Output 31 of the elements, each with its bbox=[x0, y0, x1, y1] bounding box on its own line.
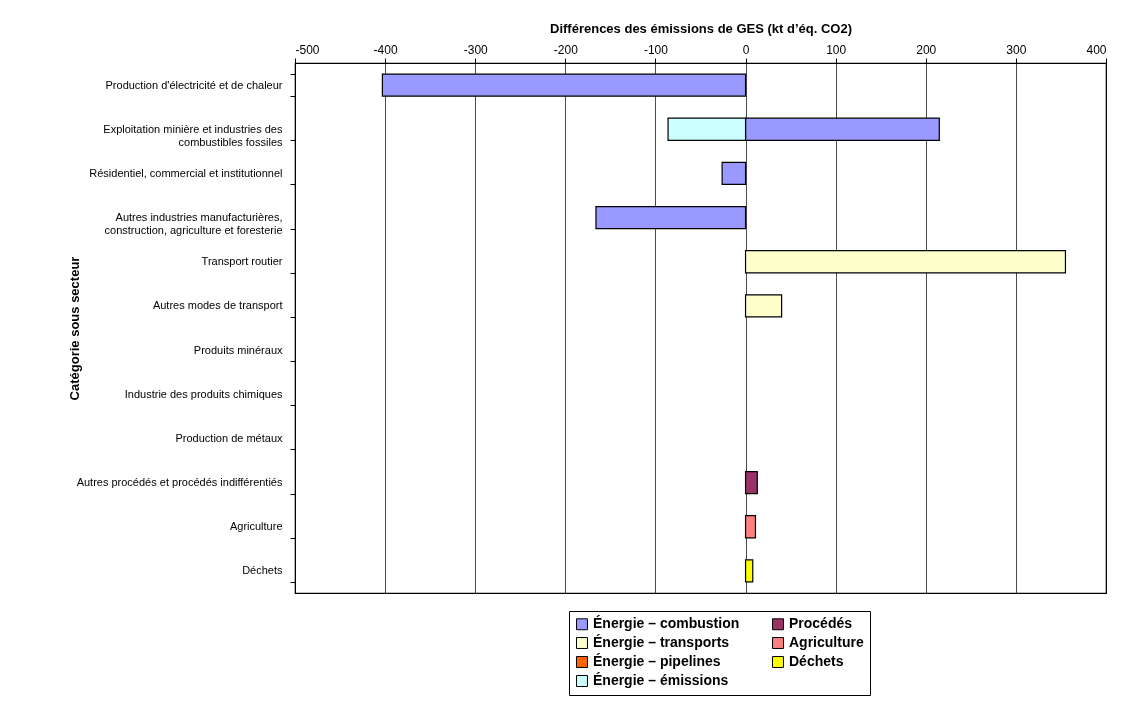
x-tick-label: 0 bbox=[742, 42, 750, 57]
x-tick-label: 400 bbox=[1086, 42, 1107, 57]
legend-label: Déchets bbox=[789, 653, 844, 669]
legend-label: Énergie – pipelines bbox=[593, 653, 721, 669]
y-tick-label: Transport routier bbox=[201, 255, 283, 268]
legend-label: Procédés bbox=[789, 615, 853, 632]
y-tick-label: Production d'électricité et de chaleur bbox=[105, 78, 283, 91]
x-tick-label: -500 bbox=[295, 42, 320, 57]
x-axis-title: Différences des émissions de GES (kt d’éq. CO2) bbox=[550, 20, 852, 36]
x-tick-label: -200 bbox=[553, 42, 579, 57]
y-tick-label: Industrie des produits chimiques bbox=[124, 387, 283, 400]
x-tick-label: -400 bbox=[373, 42, 398, 57]
y-tick-label: Déchets bbox=[242, 564, 283, 577]
y-tick-label: Agriculture bbox=[229, 520, 283, 533]
y-tick-label: Production de métaux bbox=[175, 431, 283, 444]
legend-label: Énergie – transports bbox=[593, 634, 730, 650]
x-tick-label: -300 bbox=[463, 42, 489, 57]
y-tick-label: Autres modes de transport bbox=[152, 299, 283, 312]
y-tick-label: Résidentiel, commercial et institutionnel bbox=[89, 166, 283, 179]
y-tick-label: Autres industries manufacturières, construction, agriculture et foresterie bbox=[104, 211, 283, 237]
x-tick-label: 300 bbox=[1006, 42, 1027, 57]
x-tick-label: 200 bbox=[916, 42, 937, 57]
y-tick-label: Autres procédés et procédés indifférentiés bbox=[76, 476, 283, 489]
x-tick-label: 100 bbox=[826, 42, 847, 57]
legend-label: Agriculture bbox=[789, 634, 864, 650]
y-tick-label: Produits minéraux bbox=[193, 343, 283, 356]
legend-label: Énergie – combustion bbox=[593, 615, 740, 632]
x-tick-label: -100 bbox=[643, 42, 669, 57]
y-tick-label: Exploitation minière et industries des combustibles fossiles bbox=[103, 122, 283, 148]
y-axis-title: Catégorie sous secteur bbox=[66, 256, 82, 401]
legend-label: Énergie – émissions bbox=[593, 672, 729, 688]
